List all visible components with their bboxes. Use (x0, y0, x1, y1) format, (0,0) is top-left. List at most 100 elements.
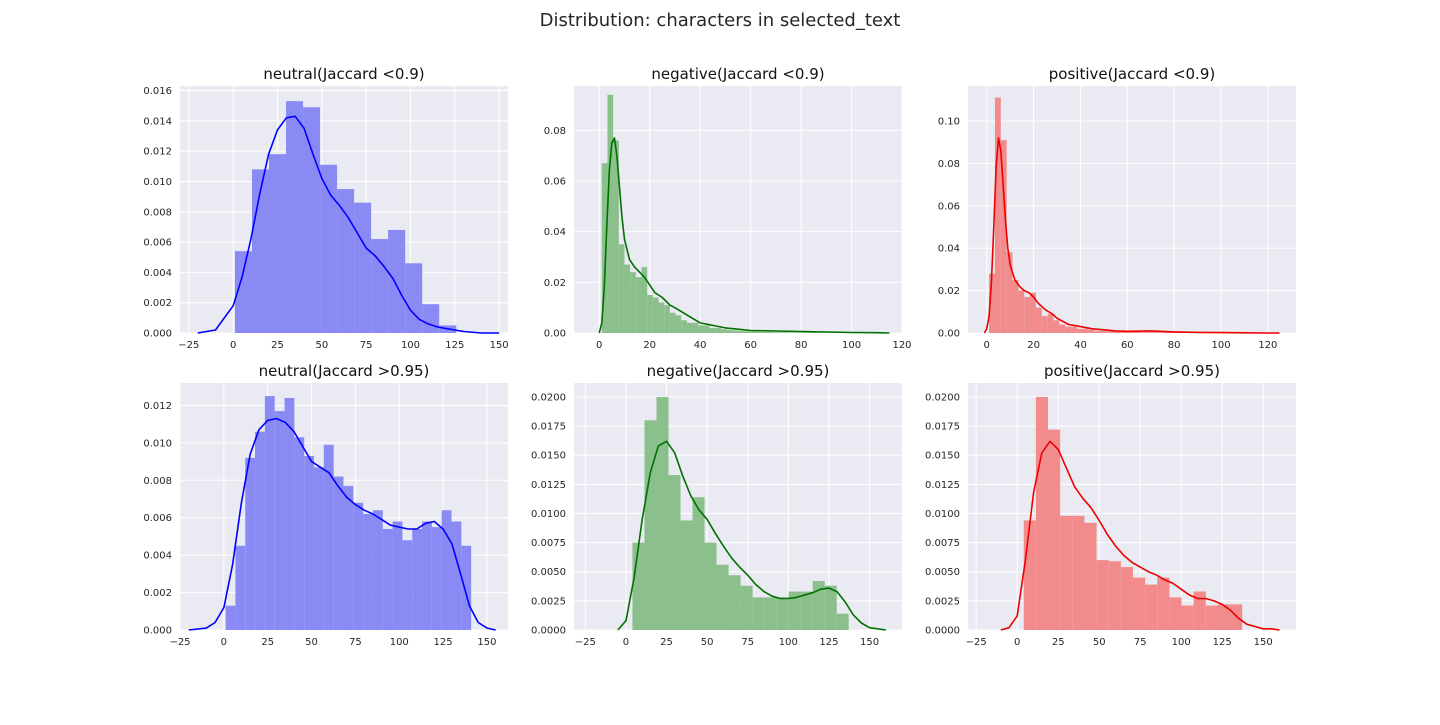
histogram-bar (766, 332, 772, 333)
histogram-bar (405, 263, 422, 333)
histogram-bar (801, 592, 813, 630)
histogram-bar (1018, 291, 1024, 333)
histogram-bar (630, 272, 636, 333)
x-tick-label: 0 (596, 340, 602, 351)
histogram-bar (373, 510, 383, 630)
x-tick-label: 25 (271, 340, 284, 351)
histogram-bar (1130, 332, 1136, 333)
histogram-bar (1077, 329, 1083, 333)
y-tick-label: 0.00 (544, 329, 566, 340)
histogram-bar (806, 332, 812, 333)
y-tick-label: 0.002 (143, 588, 172, 599)
y-tick-label: 0.02 (544, 278, 566, 289)
histogram-bar (710, 328, 716, 333)
histogram-bar (383, 529, 393, 630)
histogram-bar (1071, 327, 1077, 333)
histogram-bar (825, 586, 837, 630)
x-tick-label: 25 (660, 637, 673, 648)
histogram-bar (1036, 397, 1048, 630)
histogram-bar (1095, 331, 1101, 333)
y-tick-label: 0.0200 (925, 392, 960, 403)
histogram-bar (693, 497, 705, 630)
x-tick-label: 80 (795, 340, 808, 351)
x-tick-label: 50 (1093, 637, 1106, 648)
histogram-bar (452, 521, 462, 630)
y-tick-label: 0.0150 (531, 451, 566, 462)
y-tick-label: 0.06 (544, 177, 566, 188)
x-tick-label: 100 (779, 637, 798, 648)
y-tick-label: 0.0025 (925, 596, 960, 607)
histogram-bar (1159, 332, 1165, 333)
x-tick-label: 0 (623, 637, 629, 648)
x-tick-label: 25 (1052, 637, 1065, 648)
histogram-bar (1147, 332, 1153, 333)
histogram-bar (693, 323, 699, 333)
x-tick-label: 60 (1121, 340, 1134, 351)
histogram-bar (1106, 331, 1112, 333)
histogram-bar (1065, 327, 1071, 333)
y-tick-label: 0.10 (938, 116, 960, 127)
histogram-bar (1024, 520, 1036, 630)
histogram-bar (393, 521, 403, 630)
histogram-bar (632, 543, 644, 630)
x-tick-label: 40 (694, 340, 707, 351)
histogram-bar (676, 315, 682, 333)
histogram-bar (789, 332, 795, 333)
x-tick-label: 50 (305, 637, 318, 648)
histogram-bar (995, 98, 1001, 333)
histogram-bar (765, 597, 777, 630)
histogram-bar (761, 332, 767, 333)
histogram-bar (753, 597, 765, 630)
histogram-bar (738, 331, 744, 333)
subplot-title: positive(Jaccard >0.95) (1044, 362, 1220, 380)
y-tick-label: 0.008 (143, 207, 172, 218)
x-tick-label: 100 (390, 637, 409, 648)
y-tick-label: 0.0175 (531, 422, 566, 433)
x-tick-label: 125 (445, 340, 464, 351)
histogram-bar (1141, 332, 1147, 333)
y-tick-label: 0.002 (143, 298, 172, 309)
x-tick-label: 40 (1074, 340, 1087, 351)
histogram-bar (343, 486, 353, 630)
histogram-bar (235, 546, 245, 630)
y-tick-label: 0.0000 (925, 626, 960, 637)
histogram-bar (669, 475, 681, 630)
y-tick-label: 0.0100 (531, 509, 566, 520)
x-tick-label: 100 (1211, 340, 1230, 351)
histogram-bar (732, 330, 738, 333)
histogram-bar (647, 295, 653, 333)
histogram-bar (255, 432, 265, 630)
y-tick-label: 0.016 (143, 86, 172, 97)
y-tick-label: 0.0200 (531, 392, 566, 403)
subplot-title: negative(Jaccard >0.95) (647, 362, 830, 380)
histogram-bar (1182, 606, 1194, 630)
histogram-bar (1042, 316, 1048, 333)
y-tick-label: 0.008 (143, 476, 172, 487)
histogram-bar (1060, 516, 1072, 630)
y-tick-label: 0.02 (938, 286, 960, 297)
x-tick-label: 150 (860, 637, 879, 648)
histogram-bar (727, 330, 733, 333)
y-tick-label: 0.012 (143, 401, 172, 412)
histogram-bar (1145, 585, 1157, 630)
histogram-bar (1054, 320, 1060, 333)
histogram-bar (1089, 330, 1095, 333)
x-tick-label: 0 (221, 637, 227, 648)
histogram-bar (1121, 567, 1133, 630)
histogram-bar (422, 304, 439, 333)
histogram-bar (354, 203, 371, 333)
histogram-bar (1100, 331, 1106, 333)
histogram-bar (670, 313, 676, 333)
x-tick-label: 100 (1172, 637, 1191, 648)
histogram-bar (371, 239, 388, 333)
histogram-bar (619, 244, 625, 333)
histogram-bar (681, 520, 693, 630)
histogram-bar (1083, 329, 1089, 333)
y-tick-label: 0.000 (143, 329, 172, 340)
histogram-bar (1013, 280, 1019, 333)
y-tick-label: 0.0125 (531, 480, 566, 491)
histogram-bar (402, 540, 412, 630)
